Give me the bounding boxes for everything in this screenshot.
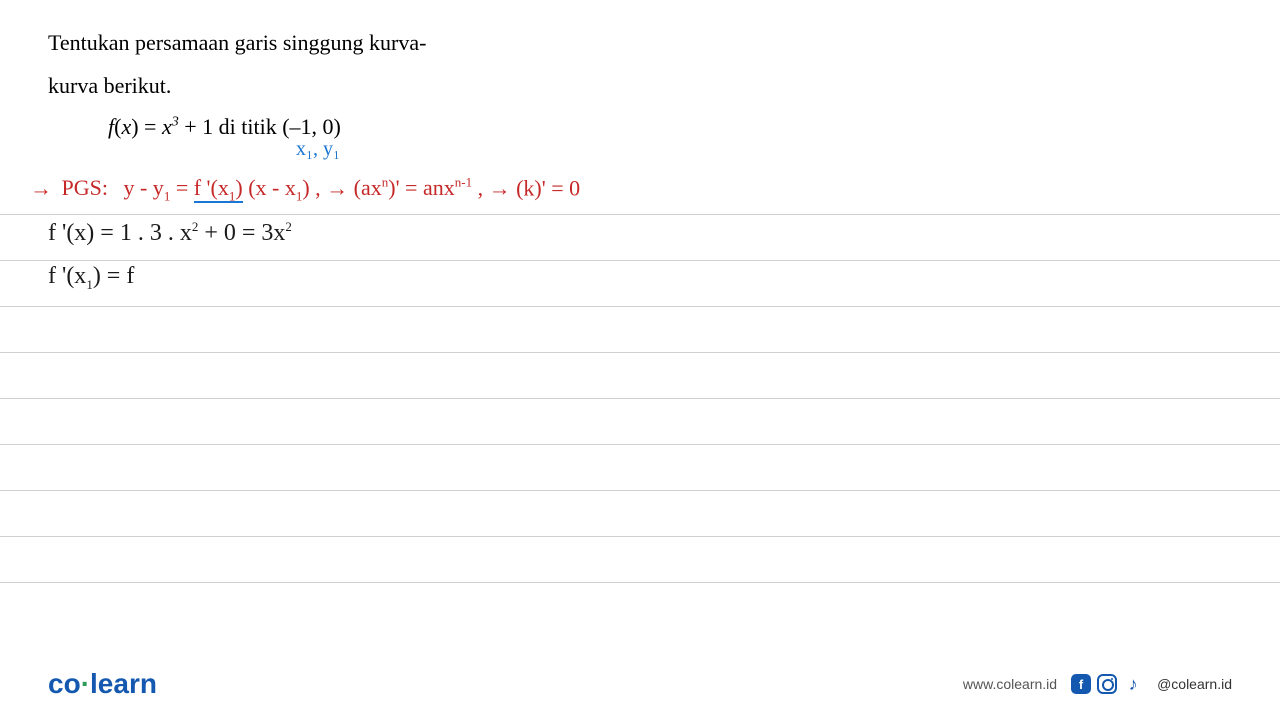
power-rule: (axn)' = anxn-1	[354, 175, 478, 200]
fprime-close: )	[235, 175, 242, 200]
comma2: ,	[478, 175, 489, 200]
equation-rest: + 1 di titik (–1, 0)	[179, 114, 341, 139]
rule1-mid: )' = anx	[388, 175, 454, 200]
xminus-close: )	[302, 175, 309, 200]
equation-close: ) =	[131, 114, 162, 139]
social-handle: @colearn.id	[1157, 676, 1232, 692]
ruled-workspace: → PGS: y - y1 = f '(x1) (x - x1) , → (ax…	[0, 169, 1280, 583]
handwritten-line-2: f '(x) = 1 . 3 . x2 + 0 = 3x2	[48, 219, 292, 247]
problem-statement-line1: Tentukan persamaan garis singgung kurva-	[48, 28, 1232, 59]
logo-part2: learn	[90, 668, 157, 699]
deriv-mid: + 0 = 3x	[198, 220, 285, 246]
arrow2-icon: →	[326, 175, 348, 200]
handwritten-line-1: → PGS: y - y1 = f '(x1) (x - x1) , → (ax…	[30, 175, 580, 205]
pgs-formula: y - y1 = f '(x1) (x - x1)	[123, 175, 315, 200]
eval-start: f '(x	[48, 263, 86, 289]
xminus: (x - x	[243, 175, 296, 200]
website-url: www.colearn.id	[963, 676, 1057, 692]
equation-exponent: 3	[172, 114, 179, 129]
problem-equation: f(x) = x3 + 1 di titik (–1, 0)	[108, 114, 1232, 140]
rule1-exp2: n-1	[455, 175, 472, 190]
eval-close: ) = f	[93, 263, 135, 289]
pgs-eq: =	[170, 175, 193, 200]
point-annotation: x₁, y₁	[296, 138, 1232, 161]
arrow3-icon: →	[489, 175, 511, 200]
arrow-icon: →	[30, 175, 52, 200]
instagram-icon	[1097, 674, 1117, 694]
handwritten-line-3: f '(x1) = f	[48, 263, 134, 293]
social-icons: f ♪	[1071, 674, 1143, 694]
footer-right: www.colearn.id f ♪ @colearn.id	[963, 674, 1232, 694]
footer: co·learn www.colearn.id f ♪ @colearn.id	[0, 668, 1280, 700]
fprime: f '(x	[194, 175, 229, 200]
logo-part1: co	[48, 668, 81, 699]
equation-bodyx: x	[162, 114, 172, 139]
deriv-exp2: 2	[285, 219, 292, 234]
facebook-icon: f	[1071, 674, 1091, 694]
logo-dot: ·	[81, 668, 90, 699]
constant-rule: (k)' = 0	[516, 175, 580, 200]
logo: co·learn	[48, 668, 157, 700]
problem-statement-line2: kurva berikut.	[48, 71, 1232, 102]
deriv-start: f '(x) = 1 . 3 . x	[48, 220, 192, 246]
pgs-label: PGS:	[62, 175, 108, 200]
tiktok-icon: ♪	[1123, 674, 1143, 694]
equation-var: x	[121, 114, 131, 139]
comma1: ,	[315, 175, 326, 200]
pgs-left: y - y	[123, 175, 163, 200]
rule1-start: (ax	[354, 175, 382, 200]
